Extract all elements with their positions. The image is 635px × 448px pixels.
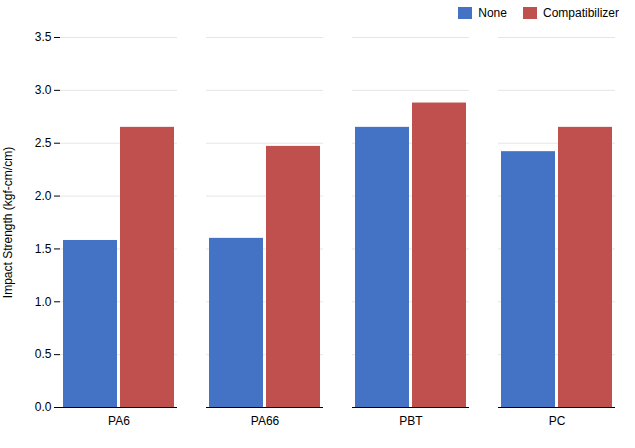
svg-text:1.5: 1.5 xyxy=(35,242,52,256)
svg-text:PBT: PBT xyxy=(399,414,423,428)
svg-text:PA66: PA66 xyxy=(251,414,280,428)
svg-text:3.0: 3.0 xyxy=(35,83,52,97)
html-text:None: None xyxy=(478,6,507,20)
svg-text:Impact Strength (kgf-cm/cm): Impact Strength (kgf-cm/cm) xyxy=(1,147,15,298)
svg-text:0.5: 0.5 xyxy=(35,347,52,361)
svg-text:1.0: 1.0 xyxy=(35,295,52,309)
svg-text:3.5: 3.5 xyxy=(35,30,52,44)
svg-text:0.0: 0.0 xyxy=(35,400,52,414)
html-text:Compatibilizer: Compatibilizer xyxy=(543,6,619,20)
svg-text:PC: PC xyxy=(549,414,566,428)
svg-text:2.5: 2.5 xyxy=(35,136,52,150)
svg-text:2.0: 2.0 xyxy=(35,189,52,203)
svg-text:PA6: PA6 xyxy=(108,414,130,428)
